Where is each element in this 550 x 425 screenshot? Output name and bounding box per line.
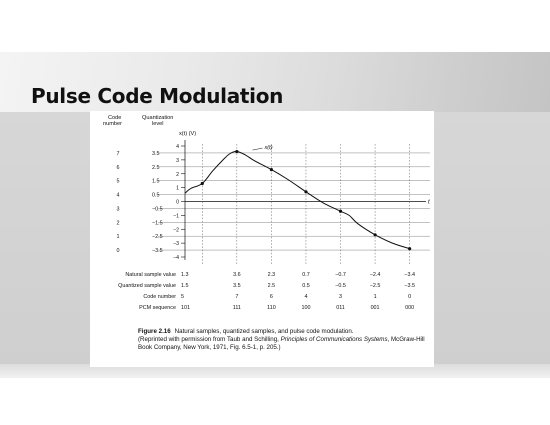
table-cell: 0.7 bbox=[302, 272, 310, 278]
code-number-header: Code bbox=[108, 115, 121, 121]
table-cell: 000 bbox=[405, 305, 414, 311]
quantization-level-label: −2.5 bbox=[152, 234, 163, 240]
code-number-label: 7 bbox=[117, 151, 120, 157]
y-axis-label: x(t) (V) bbox=[179, 131, 196, 137]
caption-figure-number: Figure 2.16 bbox=[138, 328, 171, 335]
y-tick-label: 1 bbox=[176, 186, 179, 192]
caption-line-2: (Reprinted with permission from Taub and… bbox=[138, 336, 281, 343]
slide-title: Pulse Code Modulation bbox=[31, 84, 284, 108]
table-cell: 6 bbox=[270, 294, 273, 300]
table-cell: 100 bbox=[301, 305, 310, 311]
sample-point bbox=[200, 181, 204, 186]
table-row-label: PCM sequence bbox=[139, 305, 176, 311]
code-number-label: 3 bbox=[117, 206, 120, 212]
sample-point bbox=[235, 149, 239, 154]
quantization-level-header: level bbox=[152, 121, 164, 127]
table-cell: −3.5 bbox=[404, 283, 415, 289]
table-cell: −2.5 bbox=[370, 283, 381, 289]
table-cell: 3.5 bbox=[233, 283, 241, 289]
table-cell: 2.3 bbox=[268, 272, 276, 278]
table-cell: 1.3 bbox=[181, 272, 189, 278]
table-cell: 001 bbox=[371, 305, 380, 311]
quantization-level-label: 0.5 bbox=[152, 193, 160, 199]
table-row-label: Code number bbox=[143, 294, 176, 300]
table-cell: 110 bbox=[267, 305, 276, 311]
code-number-label: 5 bbox=[117, 179, 120, 185]
table-cell: 2.5 bbox=[268, 283, 276, 289]
x-axis-label: t bbox=[428, 200, 430, 206]
figure-panel: Code number Quantization level x(t) (V) −4 −3 −… bbox=[90, 111, 434, 367]
curve-label-leader bbox=[252, 147, 263, 151]
table-cell: 4 bbox=[304, 294, 307, 300]
table-cell: 3.6 bbox=[233, 272, 241, 278]
quantization-level-header: Quantization bbox=[142, 115, 173, 121]
code-number-label: 6 bbox=[117, 165, 120, 171]
table-cell: −2.4 bbox=[370, 272, 381, 278]
quantization-level-label: −1.5 bbox=[152, 220, 163, 226]
title-band bbox=[0, 52, 550, 120]
caption-line-1: Natural samples, quantized samples, and … bbox=[174, 328, 354, 335]
quantization-level-label: 1.5 bbox=[152, 179, 160, 185]
sample-point bbox=[408, 247, 412, 251]
table-row-label: Quantized sample value bbox=[118, 283, 176, 289]
code-number-label: 0 bbox=[117, 248, 120, 254]
caption-book-title: Principles of Communications Systems bbox=[280, 336, 388, 343]
y-tick-label: −1 bbox=[173, 213, 179, 219]
y-tick-label: 4 bbox=[176, 144, 179, 150]
bottom-band bbox=[0, 364, 550, 378]
sample-point bbox=[304, 190, 308, 194]
quantization-level-label: −0.5 bbox=[152, 206, 163, 212]
table-cell: 3 bbox=[339, 294, 342, 300]
table-cell: −3.4 bbox=[404, 272, 415, 278]
curve-label: x(t) bbox=[263, 145, 272, 151]
y-tick-label: −3 bbox=[173, 241, 179, 247]
figure-caption: Figure 2.16 Natural samples, quantized sa… bbox=[138, 328, 428, 352]
quantization-level-label: 3.5 bbox=[152, 151, 160, 157]
y-tick-label: −4 bbox=[173, 255, 179, 261]
code-number-label: 1 bbox=[117, 234, 120, 240]
caption-line-3: , McGraw-Hill Book Company, New York, 19… bbox=[138, 336, 425, 351]
sample-point bbox=[373, 233, 377, 237]
quantization-level-label: 2.5 bbox=[152, 165, 160, 171]
sample-point bbox=[269, 167, 273, 172]
table-cell: 0 bbox=[408, 294, 411, 300]
code-number-label: 2 bbox=[117, 220, 120, 226]
table-cell: 0.5 bbox=[302, 283, 310, 289]
code-number-header: number bbox=[103, 121, 122, 127]
table-row-label: Natural sample value bbox=[125, 272, 176, 278]
table-cell: −0.7 bbox=[335, 272, 346, 278]
table-cell: 101 bbox=[181, 305, 190, 311]
table-cell: 1 bbox=[374, 294, 377, 300]
table-cell: −0.5 bbox=[335, 283, 346, 289]
code-number-label: 4 bbox=[117, 193, 120, 199]
quantization-level-label: −3.5 bbox=[152, 248, 163, 254]
y-tick-label: 2 bbox=[176, 172, 179, 178]
table-cell: 011 bbox=[336, 305, 345, 311]
y-tick-label: 3 bbox=[176, 158, 179, 164]
table-cell: 1.5 bbox=[181, 283, 189, 289]
y-tick-label: −2 bbox=[173, 227, 179, 233]
table-cell: 5 bbox=[181, 294, 184, 300]
table-cell: 7 bbox=[235, 294, 238, 300]
y-tick-label: 0 bbox=[176, 200, 179, 206]
sample-point bbox=[338, 209, 343, 213]
table-cell: 111 bbox=[233, 305, 241, 311]
